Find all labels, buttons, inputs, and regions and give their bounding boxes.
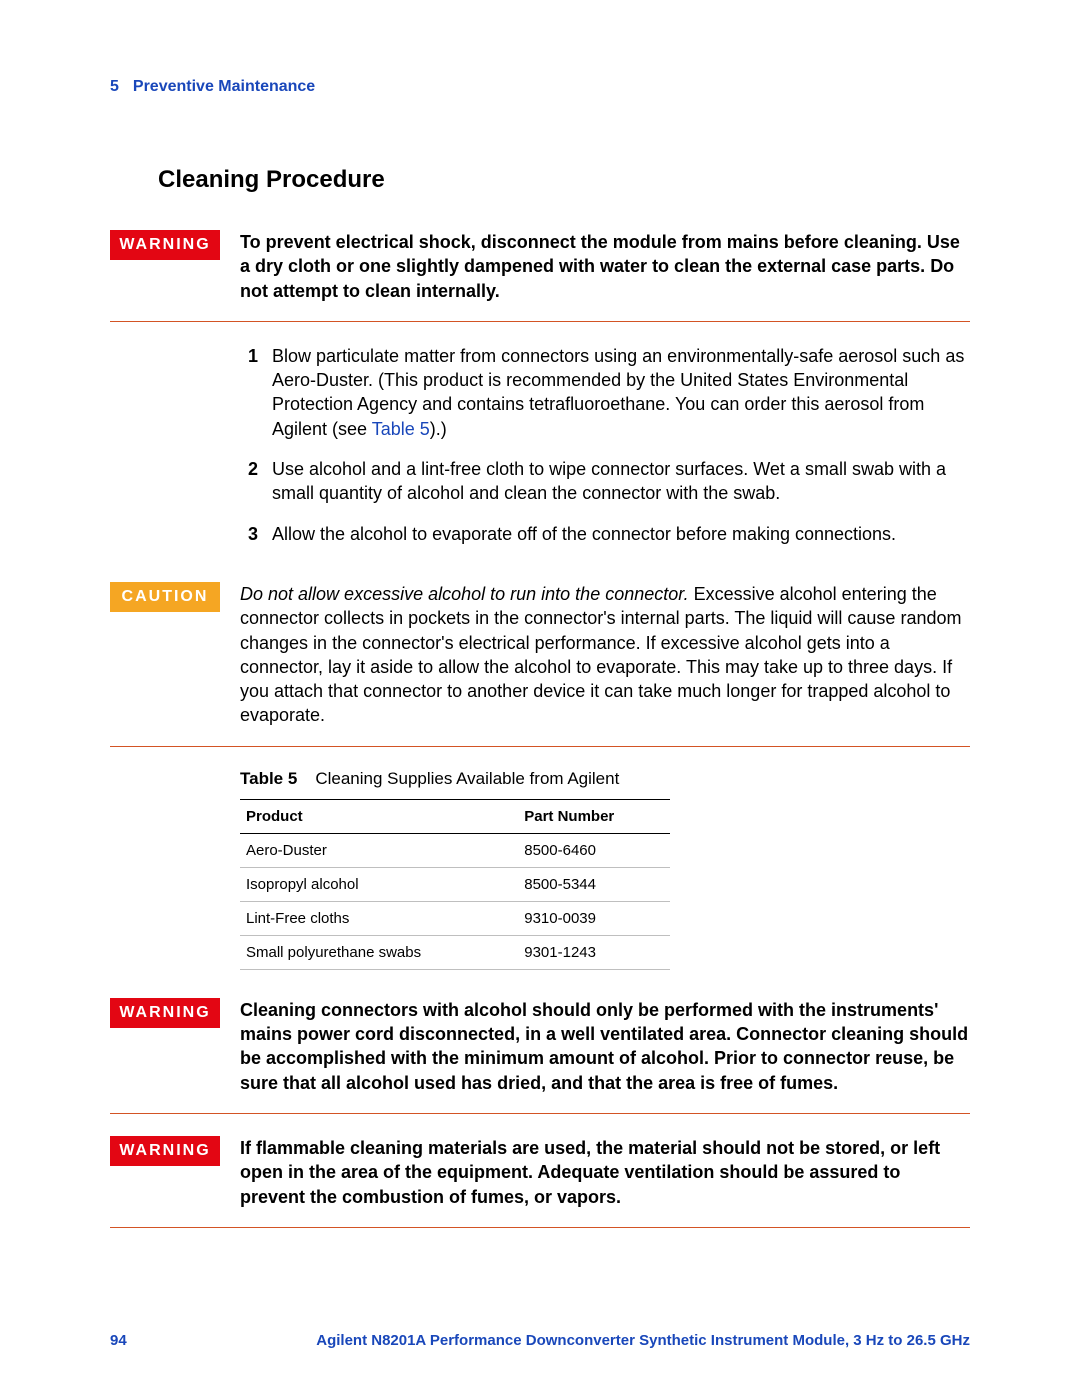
- page-header: 5 Preventive Maintenance: [110, 78, 970, 96]
- chapter-title: Preventive Maintenance: [133, 78, 315, 96]
- caution-lead: Do not allow excessive alcohol to run in…: [240, 584, 689, 604]
- document-title: Agilent N8201A Performance Downconverter…: [167, 1332, 970, 1349]
- warning-badge: WARNING: [110, 1136, 220, 1166]
- page-footer: 94 Agilent N8201A Performance Downconver…: [110, 1332, 970, 1349]
- step-item: 1 Blow particulate matter from connector…: [240, 344, 970, 441]
- table-caption: Table 5 Cleaning Supplies Available from …: [240, 769, 970, 789]
- caution-block: CAUTION Do not allow excessive alcohol t…: [110, 582, 970, 747]
- step-text-b: ).): [430, 419, 447, 439]
- supplies-table: Product Part Number Aero-Duster 8500-646…: [240, 799, 670, 970]
- step-text: Use alcohol and a lint-free cloth to wip…: [272, 457, 970, 506]
- table-header-cell: Part Number: [518, 799, 670, 833]
- table-cell: 9310-0039: [518, 901, 670, 935]
- table-row: Lint-Free cloths 9310-0039: [240, 901, 670, 935]
- table-cell: Lint-Free cloths: [240, 901, 518, 935]
- table-row: Isopropyl alcohol 8500-5344: [240, 867, 670, 901]
- step-item: 2 Use alcohol and a lint-free cloth to w…: [240, 457, 970, 506]
- table-label: Table 5: [240, 769, 297, 788]
- supplies-table-wrap: Table 5 Cleaning Supplies Available from …: [240, 769, 970, 970]
- step-item: 3 Allow the alcohol to evaporate off of …: [240, 522, 970, 546]
- table-cell: Isopropyl alcohol: [240, 867, 518, 901]
- step-text: Allow the alcohol to evaporate off of th…: [272, 522, 970, 546]
- table-row: Aero-Duster 8500-6460: [240, 833, 670, 867]
- page-number: 94: [110, 1332, 127, 1349]
- procedure-steps: 1 Blow particulate matter from connector…: [240, 344, 970, 562]
- table-cell: 8500-5344: [518, 867, 670, 901]
- warning-badge: WARNING: [110, 230, 220, 260]
- table-header-row: Product Part Number: [240, 799, 670, 833]
- table-cell: 8500-6460: [518, 833, 670, 867]
- caution-rest: Excessive alcohol entering the connector…: [240, 584, 961, 725]
- warning-badge: WARNING: [110, 998, 220, 1028]
- chapter-number: 5: [110, 78, 119, 96]
- table-cell: 9301-1243: [518, 935, 670, 969]
- warning-text: Cleaning connectors with alcohol should …: [240, 998, 970, 1095]
- caution-text: Do not allow excessive alcohol to run in…: [240, 582, 970, 728]
- table-row: Small polyurethane swabs 9301-1243: [240, 935, 670, 969]
- warning-text: If flammable cleaning materials are used…: [240, 1136, 970, 1209]
- table-cell: Small polyurethane swabs: [240, 935, 518, 969]
- warning-block-1: WARNING To prevent electrical shock, dis…: [110, 230, 970, 322]
- step-number: 1: [240, 344, 258, 441]
- table-cell: Aero-Duster: [240, 833, 518, 867]
- table-link[interactable]: Table 5: [372, 419, 430, 439]
- step-text: Blow particulate matter from connectors …: [272, 344, 970, 441]
- warning-block-2: WARNING Cleaning connectors with alcohol…: [110, 998, 970, 1114]
- warning-text: To prevent electrical shock, disconnect …: [240, 230, 970, 303]
- table-caption-text: Cleaning Supplies Available from Agilent: [315, 769, 619, 788]
- caution-badge: CAUTION: [110, 582, 220, 612]
- table-header-cell: Product: [240, 799, 518, 833]
- warning-block-3: WARNING If flammable cleaning materials …: [110, 1136, 970, 1228]
- step-number: 2: [240, 457, 258, 506]
- section-title: Cleaning Procedure: [158, 166, 970, 194]
- step-number: 3: [240, 522, 258, 546]
- procedure-steps-block: 1 Blow particulate matter from connector…: [110, 344, 970, 566]
